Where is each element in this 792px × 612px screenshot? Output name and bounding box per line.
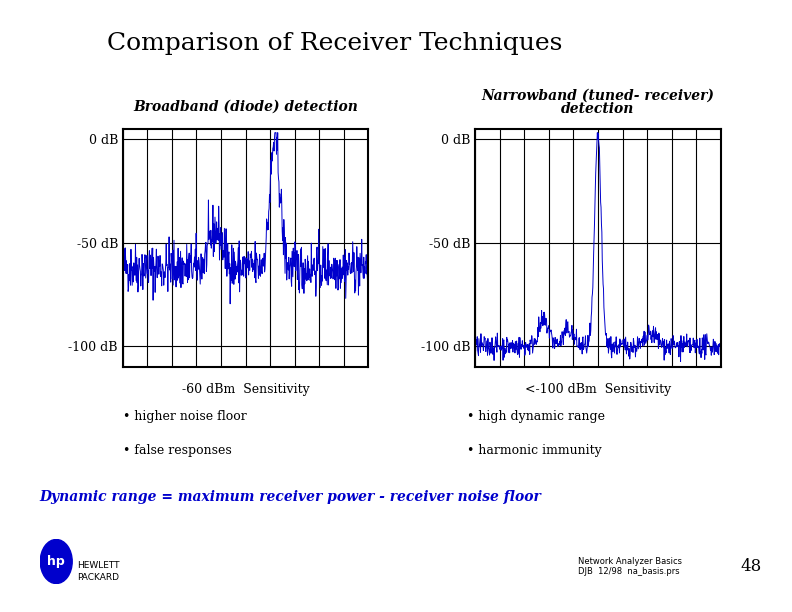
Text: 48: 48 [741,558,762,575]
Text: • false responses: • false responses [123,444,231,457]
Text: <-100 dBm  Sensitivity: <-100 dBm Sensitivity [525,382,671,395]
Text: DJB  12/98  na_basis.prs: DJB 12/98 na_basis.prs [578,567,680,577]
Text: • high dynamic range: • high dynamic range [467,410,605,423]
Text: HEWLETT
PACKARD: HEWLETT PACKARD [78,561,120,582]
Text: Network Analyzer Basics: Network Analyzer Basics [578,557,682,566]
Text: Comparison of Receiver Techniques: Comparison of Receiver Techniques [107,32,562,55]
Text: Broadband (diode) detection: Broadband (diode) detection [133,99,358,113]
Text: Narrowband (tuned- receiver): Narrowband (tuned- receiver) [482,88,714,102]
Text: Dynamic range = maximum receiver power - receiver noise floor: Dynamic range = maximum receiver power -… [40,490,542,504]
Text: hp: hp [48,555,65,568]
Text: -60 dBm  Sensitivity: -60 dBm Sensitivity [181,382,310,395]
Circle shape [40,540,72,584]
Text: detection: detection [562,102,634,116]
Text: • harmonic immunity: • harmonic immunity [467,444,602,457]
Text: • higher noise floor: • higher noise floor [123,410,246,423]
